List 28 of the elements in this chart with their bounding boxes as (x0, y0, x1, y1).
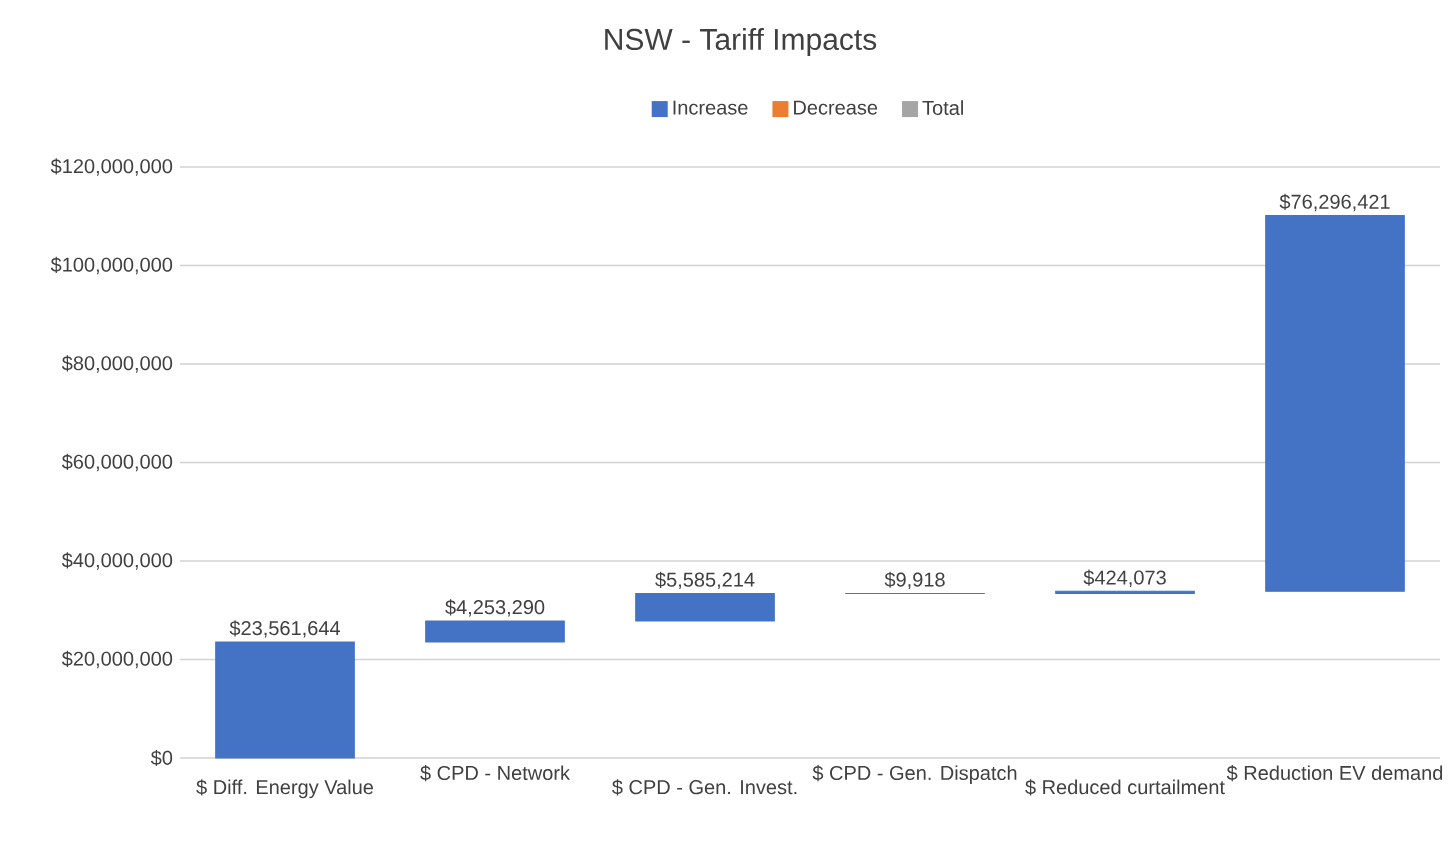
x-tick-label: $ CPD - Network (420, 765, 571, 782)
data-label: $424,073 (1083, 569, 1166, 587)
x-tick-label: $ CPD - Gen. Invest. (612, 779, 797, 796)
bar (1055, 590, 1195, 594)
legend-label: Total (922, 100, 963, 116)
data-label: $9,918 (884, 571, 945, 590)
bar (1265, 215, 1405, 592)
y-tick-label: $40,000,000 (61, 552, 173, 570)
x-tick-label: $ Reduced curtailment (1025, 779, 1225, 796)
x-tick-label: $ Reduction EV demand (1226, 765, 1443, 782)
legend-label: Decrease (794, 100, 878, 115)
data-label: $4,253,290 (445, 599, 545, 617)
y-tick-label: $20,000,000 (61, 650, 173, 669)
legend-label: Increase (673, 100, 748, 115)
y-tick-label: $120,000,000 (50, 158, 173, 176)
data-label: $76,296,421 (1279, 193, 1390, 212)
data-label: $23,561,644 (229, 620, 341, 638)
y-tick-label: $60,000,000 (61, 453, 173, 472)
y-tick-label: $0 (150, 749, 173, 767)
bar (635, 593, 775, 622)
chart-title: NSW - Tariff Impacts (605, 28, 877, 56)
bar (425, 620, 565, 643)
x-tick-label: $ CPD - Gen. Dispatch (812, 765, 1017, 785)
bar (215, 641, 355, 759)
data-label: $5,585,214 (655, 571, 755, 590)
y-tick-label: $80,000,000 (61, 355, 173, 373)
y-tick-label: $100,000,000 (50, 256, 173, 275)
x-tick-label: $ Diff. Energy Value (196, 779, 374, 799)
